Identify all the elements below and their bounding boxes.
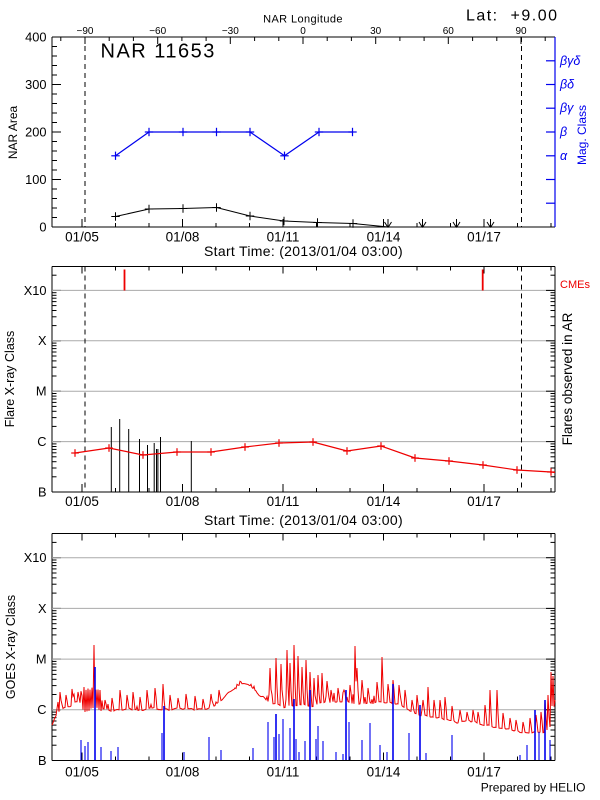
svg-text:β: β <box>559 125 567 139</box>
svg-text:−60: −60 <box>149 26 166 37</box>
svg-text:−30: −30 <box>222 26 239 37</box>
svg-text:200: 200 <box>25 124 46 139</box>
svg-text:Flare X-ray Class: Flare X-ray Class <box>3 331 17 428</box>
svg-text:X: X <box>38 601 47 616</box>
svg-text:01/08: 01/08 <box>166 494 200 509</box>
svg-text:01/05: 01/05 <box>65 765 99 780</box>
svg-text:01/17: 01/17 <box>467 230 501 245</box>
svg-text:GOES X-ray Class: GOES X-ray Class <box>4 595 18 699</box>
svg-text:B: B <box>38 753 47 768</box>
svg-text:01/14: 01/14 <box>367 494 401 509</box>
svg-text:NAR Area: NAR Area <box>6 105 20 159</box>
svg-text:300: 300 <box>25 77 46 92</box>
svg-text:Start Time: (2013/01/04 03:00): Start Time: (2013/01/04 03:00) <box>204 512 403 528</box>
svg-text:01/05: 01/05 <box>65 230 99 245</box>
svg-text:0: 0 <box>300 26 306 37</box>
svg-text:Prepared by HELIO: Prepared by HELIO <box>481 781 586 795</box>
svg-text:NAR 11653: NAR 11653 <box>101 41 216 63</box>
svg-text:C: C <box>37 702 46 717</box>
svg-text:C: C <box>37 434 46 449</box>
svg-text:01/11: 01/11 <box>267 230 300 245</box>
svg-text:Mag. Class: Mag. Class <box>575 105 589 165</box>
svg-text:01/14: 01/14 <box>367 230 401 245</box>
svg-text:−90: −90 <box>77 26 94 37</box>
svg-text:01/11: 01/11 <box>267 494 300 509</box>
svg-text:βγ: βγ <box>559 101 574 115</box>
svg-text:100: 100 <box>25 172 46 187</box>
svg-text:X: X <box>38 333 47 348</box>
svg-text:01/11: 01/11 <box>267 765 300 780</box>
svg-text:Flares observed in AR: Flares observed in AR <box>560 312 575 445</box>
svg-text:M: M <box>36 652 47 667</box>
svg-text:Start Time: (2013/01/04 03:00): Start Time: (2013/01/04 03:00) <box>204 243 403 259</box>
svg-text:CMEs: CMEs <box>560 279 590 291</box>
svg-text:B: B <box>38 484 47 499</box>
svg-text:01/05: 01/05 <box>65 494 99 509</box>
svg-text:0: 0 <box>39 219 46 234</box>
svg-text:01/08: 01/08 <box>166 230 200 245</box>
svg-text:01/14: 01/14 <box>367 765 401 780</box>
svg-text:M: M <box>36 384 47 399</box>
svg-text:30: 30 <box>370 26 382 37</box>
svg-text:Lat: +9.00: Lat: +9.00 <box>466 8 559 25</box>
svg-text:400: 400 <box>25 29 46 44</box>
svg-text:60: 60 <box>443 26 455 37</box>
svg-text:βδ: βδ <box>559 78 575 92</box>
svg-text:X10: X10 <box>24 550 47 565</box>
svg-text:01/17: 01/17 <box>467 765 501 780</box>
svg-text:NAR Longitude: NAR Longitude <box>263 14 343 26</box>
svg-text:01/17: 01/17 <box>467 494 501 509</box>
svg-text:α: α <box>560 149 568 163</box>
svg-text:01/08: 01/08 <box>166 765 200 780</box>
svg-text:90: 90 <box>515 26 527 37</box>
svg-text:X10: X10 <box>24 283 47 298</box>
svg-text:βγδ: βγδ <box>559 54 581 68</box>
